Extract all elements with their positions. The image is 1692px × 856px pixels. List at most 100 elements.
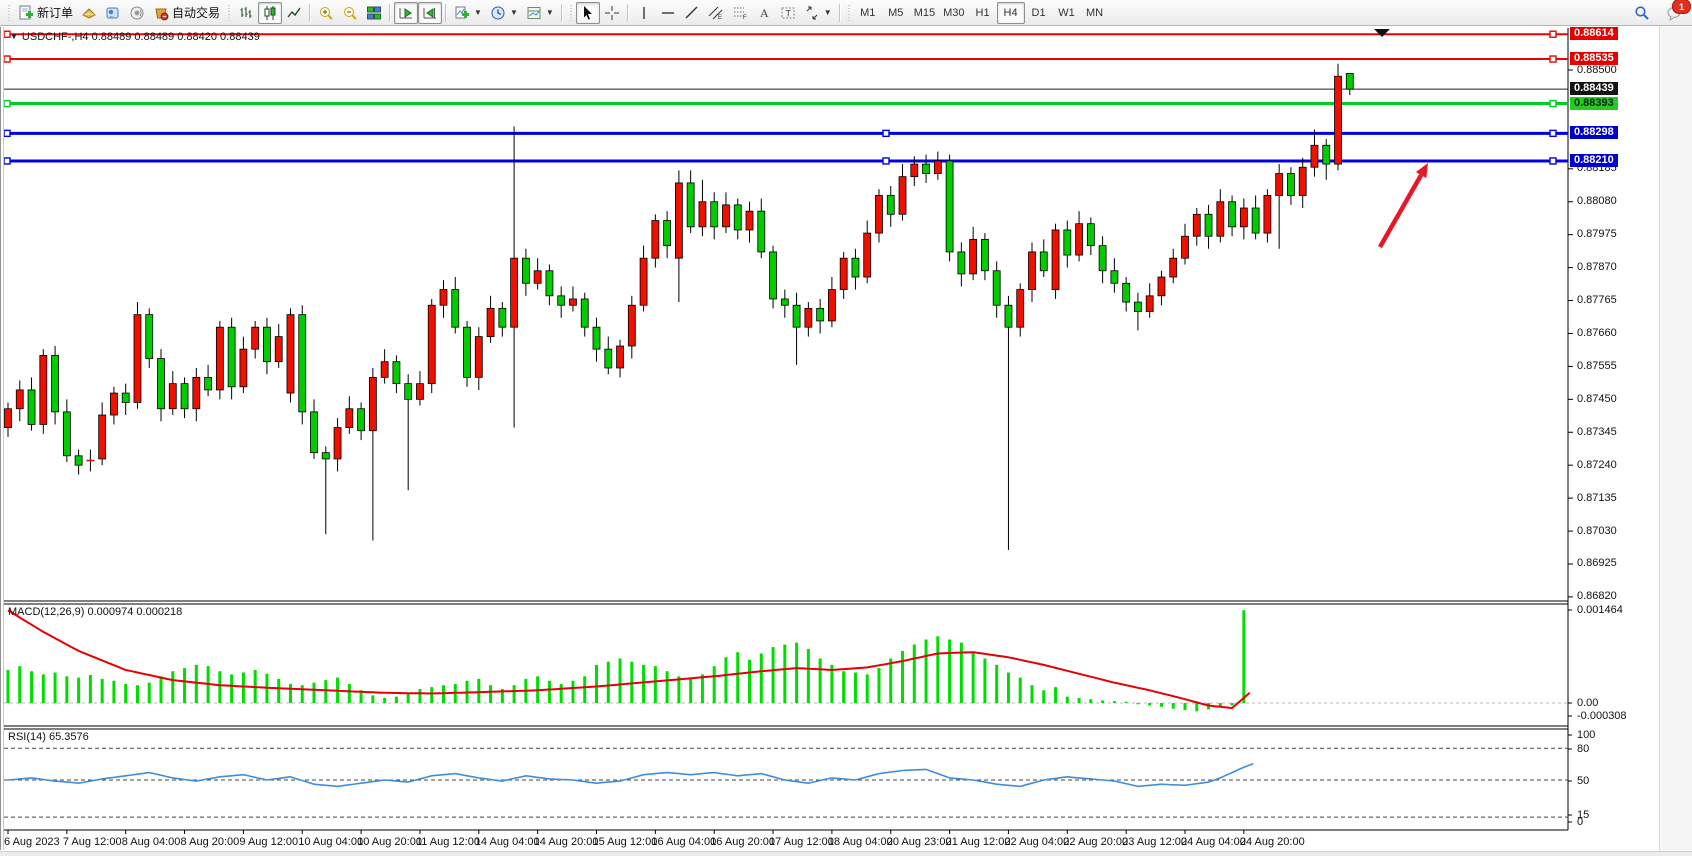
sound-button[interactable] — [125, 2, 149, 24]
dropdown-caret-icon: ▼ — [546, 8, 554, 17]
text-tool-button[interactable]: A — [752, 2, 776, 24]
toolbar-grip — [227, 5, 231, 21]
window-menu-icon: ▼ — [10, 32, 18, 41]
toolbar-grip — [847, 5, 851, 21]
tile-windows-icon — [366, 5, 382, 21]
crosshair-tool-button[interactable] — [600, 2, 624, 24]
toolbar-separator — [627, 4, 629, 22]
autotrading-icon — [153, 5, 169, 21]
hline-anchor — [883, 130, 889, 136]
notification-count-badge: 1 — [1672, 0, 1691, 14]
zoom-in-button[interactable] — [314, 2, 338, 24]
arrows-tool-button[interactable]: ▼ — [800, 2, 836, 24]
toolbar-grip — [7, 5, 11, 21]
new-order-icon — [18, 5, 34, 21]
zoom-out-button[interactable] — [338, 2, 362, 24]
hline-objects — [4, 31, 1568, 164]
auto-scroll-button[interactable] — [394, 2, 418, 24]
hline-anchor — [1550, 56, 1556, 62]
scroll-position-marker — [1374, 29, 1390, 37]
depth-of-market-button[interactable] — [77, 2, 101, 24]
timeframe-h4-button[interactable]: H4 — [997, 2, 1025, 24]
hline-anchor — [1550, 130, 1556, 136]
symbol-ohlc-text: USDCHF-,H4 0.88489 0.88489 0.88420 0.884… — [22, 31, 260, 43]
line-chart-button[interactable] — [282, 2, 306, 24]
main-toolbar: 新订单 自动交易 ▼ ▼ — [0, 0, 1692, 26]
bar-chart-icon — [238, 5, 254, 21]
tile-windows-button[interactable] — [362, 2, 386, 24]
search-button[interactable] — [1630, 2, 1654, 24]
zoom-out-icon — [342, 5, 358, 21]
horizontal-line-icon — [660, 5, 676, 21]
toolbar-separator — [309, 4, 311, 22]
timeframe-m5-button[interactable]: M5 — [882, 2, 910, 24]
candlestick-chart-button[interactable] — [258, 2, 282, 24]
bar-chart-button[interactable] — [234, 2, 258, 24]
periods-button[interactable]: ▼ — [486, 2, 522, 24]
timeframe-w1-button[interactable]: W1 — [1053, 2, 1081, 24]
hline-anchor — [1550, 31, 1556, 37]
timeframe-d1-button[interactable]: D1 — [1025, 2, 1053, 24]
macd-histogram — [7, 610, 1246, 711]
timeframe-m30-button[interactable]: M30 — [939, 2, 968, 24]
hline-anchor — [1550, 101, 1556, 107]
trendline-icon — [684, 5, 700, 21]
line-chart-icon — [286, 5, 302, 21]
strategy-tester-icon — [105, 5, 121, 21]
notifications-button[interactable]: 1 — [1662, 2, 1686, 24]
toolbar-grip — [569, 5, 573, 21]
templates-icon — [526, 5, 542, 21]
svg-text:E: E — [718, 15, 722, 21]
chart-window-left-border — [0, 27, 1, 850]
new-order-label: 新订单 — [37, 4, 73, 21]
hline-anchor — [4, 158, 10, 164]
new-order-button[interactable]: 新订单 — [14, 2, 77, 24]
text-label-tool-button[interactable]: T — [776, 2, 800, 24]
text-icon: A — [756, 5, 772, 21]
hline-anchor — [4, 56, 10, 62]
toolbar-separator — [389, 4, 391, 22]
chart-symbol-title: ▼ USDCHF-,H4 0.88489 0.88489 0.88420 0.88… — [10, 31, 260, 43]
horizontal-line-tool-button[interactable] — [656, 2, 680, 24]
autotrading-button[interactable]: 自动交易 — [149, 2, 224, 24]
chart-shift-button[interactable] — [418, 2, 442, 24]
indicators-button[interactable]: ▼ — [450, 2, 486, 24]
search-icon — [1634, 5, 1650, 21]
zoom-in-icon — [318, 5, 334, 21]
autotrading-label: 自动交易 — [172, 4, 220, 21]
cursor-icon — [580, 5, 596, 21]
periods-clock-icon — [490, 5, 506, 21]
strategy-tester-button[interactable] — [101, 2, 125, 24]
svg-text:F: F — [743, 15, 747, 21]
svg-text:A: A — [760, 6, 769, 20]
hline-anchor — [883, 158, 889, 164]
equidistant-channel-tool-button[interactable]: E — [704, 2, 728, 24]
dropdown-caret-icon: ▼ — [474, 8, 482, 17]
trend-arrow[interactable] — [1380, 163, 1428, 247]
timeframe-mn-button[interactable]: MN — [1081, 2, 1109, 24]
templates-button[interactable]: ▼ — [522, 2, 558, 24]
macd-indicator-title: MACD(12,26,9) 0.000974 0.000218 — [8, 606, 182, 618]
fibonacci-tool-button[interactable]: F — [728, 2, 752, 24]
toolbar-separator — [445, 4, 447, 22]
cursor-tool-button[interactable] — [576, 2, 600, 24]
toolbar-separator — [561, 4, 563, 22]
depth-of-market-icon — [81, 5, 97, 21]
rsi-line — [8, 764, 1253, 787]
timeframe-m15-button[interactable]: M15 — [910, 2, 939, 24]
sound-icon — [129, 5, 145, 21]
vertical-line-tool-button[interactable] — [632, 2, 656, 24]
trendline-tool-button[interactable] — [680, 2, 704, 24]
window-bottom-edge — [0, 851, 1692, 856]
toolbar-separator — [839, 4, 841, 22]
indicators-icon — [454, 5, 470, 21]
timeframe-m1-button[interactable]: M1 — [854, 2, 882, 24]
candlestick-chart-icon — [262, 5, 278, 21]
macd-signal-line — [8, 610, 1250, 708]
arrow-objects-icon — [804, 5, 820, 21]
hline-anchor — [4, 101, 10, 107]
equidistant-channel-icon: E — [708, 5, 724, 21]
candles — [5, 64, 1354, 550]
timeframe-h1-button[interactable]: H1 — [969, 2, 997, 24]
